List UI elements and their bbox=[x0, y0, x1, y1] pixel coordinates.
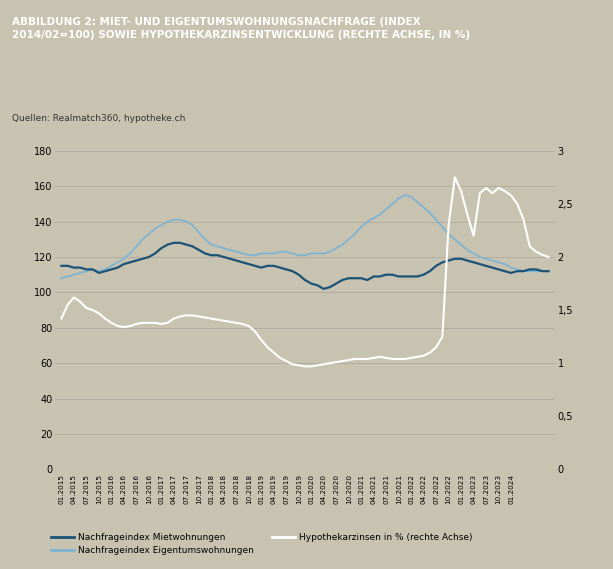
Text: ABBILDUNG 2: MIET- UND EIGENTUMSWOHNUNGSNACHFRAGE (INDEX
2014/02=100) SOWIE HYPO: ABBILDUNG 2: MIET- UND EIGENTUMSWOHNUNGS… bbox=[12, 17, 470, 40]
Legend: Nachfrageindex Mietwohnungen, Nachfrageindex Eigentumswohnungen, Hypothekarzinse: Nachfrageindex Mietwohnungen, Nachfragei… bbox=[47, 529, 476, 559]
Text: Quellen: Realmatch360, hypotheke.ch: Quellen: Realmatch360, hypotheke.ch bbox=[12, 114, 186, 123]
